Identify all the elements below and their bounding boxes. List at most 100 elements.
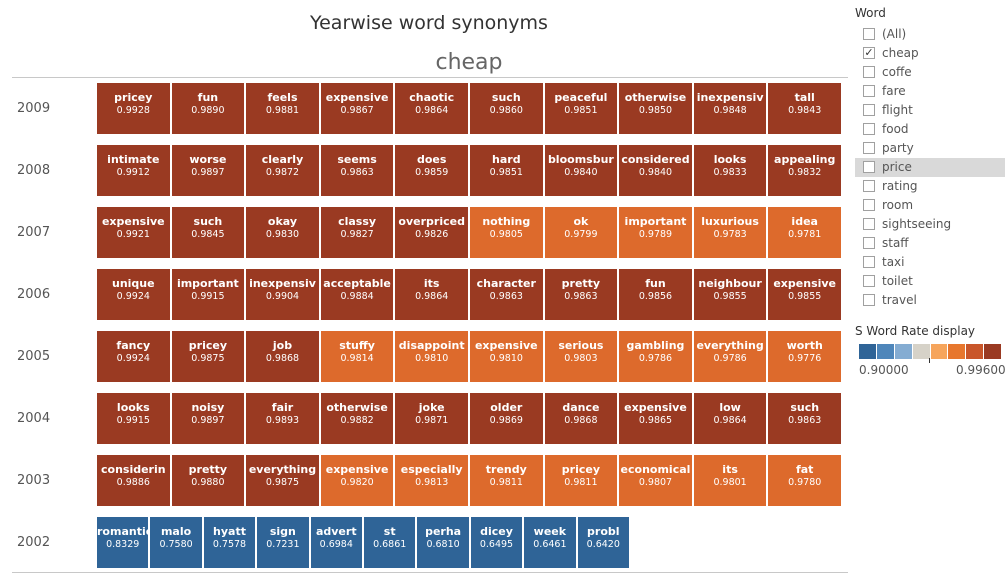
filter-option[interactable]: price — [855, 158, 1005, 177]
filter-option[interactable]: ✓ cheap — [855, 44, 1005, 63]
heatmap-cell[interactable]: peaceful 0.9851 — [543, 82, 619, 135]
heatmap-cell[interactable]: luxurious 0.9783 — [692, 206, 768, 259]
heatmap-cell[interactable]: everything 0.9786 — [692, 330, 768, 383]
checkbox-icon[interactable] — [863, 142, 875, 154]
heatmap-cell[interactable]: gambling 0.9786 — [618, 330, 693, 383]
heatmap-cell[interactable]: probl 0.6420 — [576, 516, 630, 569]
heatmap-cell[interactable]: week 0.6461 — [523, 516, 577, 569]
checkbox-icon[interactable] — [863, 85, 875, 97]
heatmap-cell[interactable]: expensive 0.9921 — [96, 206, 171, 259]
heatmap-cell[interactable]: tall 0.9843 — [767, 82, 842, 135]
heatmap-cell[interactable]: everything 0.9875 — [245, 454, 320, 507]
heatmap-cell[interactable]: such 0.9845 — [170, 206, 246, 259]
heatmap-cell[interactable]: pricey 0.9811 — [543, 454, 619, 507]
heatmap-cell[interactable]: otherwise 0.9850 — [618, 82, 693, 135]
checkbox-icon[interactable] — [863, 28, 875, 40]
filter-option[interactable]: fare — [855, 82, 1005, 101]
filter-option[interactable]: sightseeing — [855, 215, 1005, 234]
heatmap-cell[interactable]: low 0.9864 — [692, 392, 768, 445]
filter-option[interactable]: taxi — [855, 253, 1005, 272]
filter-option[interactable]: (All) — [855, 25, 1005, 44]
heatmap-cell[interactable]: older 0.9869 — [469, 392, 544, 445]
heatmap-cell[interactable]: advert 0.6984 — [309, 516, 363, 569]
checkbox-icon[interactable] — [863, 256, 875, 268]
heatmap-cell[interactable]: worse 0.9897 — [170, 144, 246, 197]
heatmap-cell[interactable]: neighbour 0.9855 — [692, 268, 768, 321]
checkbox-icon[interactable] — [863, 161, 875, 173]
heatmap-cell[interactable]: expensive 0.9867 — [319, 82, 395, 135]
heatmap-cell[interactable]: feels 0.9881 — [245, 82, 320, 135]
heatmap-cell[interactable]: st 0.6861 — [363, 516, 417, 569]
heatmap-cell[interactable]: such 0.9860 — [469, 82, 544, 135]
checkbox-icon[interactable] — [863, 180, 875, 192]
heatmap-cell[interactable]: fun 0.9856 — [618, 268, 693, 321]
heatmap-cell[interactable]: especially 0.9813 — [394, 454, 469, 507]
checkbox-icon[interactable] — [863, 66, 875, 78]
heatmap-cell[interactable]: expensive 0.9820 — [319, 454, 395, 507]
heatmap-cell[interactable]: trendy 0.9811 — [469, 454, 544, 507]
heatmap-cell[interactable]: does 0.9859 — [394, 144, 469, 197]
heatmap-cell[interactable]: inexpensiv 0.9848 — [692, 82, 768, 135]
filter-option[interactable]: flight — [855, 101, 1005, 120]
heatmap-cell[interactable]: acceptable 0.9884 — [319, 268, 395, 321]
heatmap-cell[interactable]: economical 0.9807 — [618, 454, 693, 507]
filter-option[interactable]: travel — [855, 291, 1005, 310]
heatmap-cell[interactable]: ok 0.9799 — [543, 206, 619, 259]
heatmap-cell[interactable]: hard 0.9851 — [469, 144, 544, 197]
heatmap-cell[interactable]: pricey 0.9875 — [170, 330, 246, 383]
heatmap-cell[interactable]: pricey 0.9928 — [96, 82, 171, 135]
heatmap-cell[interactable]: chaotic 0.9864 — [394, 82, 469, 135]
heatmap-cell[interactable]: its 0.9864 — [394, 268, 469, 321]
heatmap-cell[interactable]: considered 0.9840 — [618, 144, 693, 197]
heatmap-cell[interactable]: pretty 0.9863 — [543, 268, 619, 321]
heatmap-cell[interactable]: perha 0.6810 — [416, 516, 470, 569]
heatmap-cell[interactable]: inexpensiv 0.9904 — [245, 268, 320, 321]
heatmap-cell[interactable]: pretty 0.9880 — [170, 454, 246, 507]
heatmap-cell[interactable]: looks 0.9833 — [692, 144, 768, 197]
heatmap-cell[interactable]: its 0.9801 — [692, 454, 768, 507]
heatmap-cell[interactable]: looks 0.9915 — [96, 392, 171, 445]
heatmap-cell[interactable]: dance 0.9868 — [543, 392, 619, 445]
heatmap-cell[interactable]: sign 0.7231 — [256, 516, 310, 569]
heatmap-cell[interactable]: idea 0.9781 — [767, 206, 842, 259]
checkbox-checked-icon[interactable]: ✓ — [863, 46, 875, 59]
checkbox-icon[interactable] — [863, 275, 875, 287]
heatmap-cell[interactable]: appealing 0.9832 — [767, 144, 842, 197]
filter-option[interactable]: party — [855, 139, 1005, 158]
filter-option[interactable]: food — [855, 120, 1005, 139]
heatmap-cell[interactable]: overpriced 0.9826 — [394, 206, 469, 259]
heatmap-cell[interactable]: seems 0.9863 — [319, 144, 395, 197]
heatmap-cell[interactable]: disappoint 0.9810 — [394, 330, 469, 383]
heatmap-cell[interactable]: important 0.9915 — [170, 268, 246, 321]
heatmap-cell[interactable]: character 0.9863 — [469, 268, 544, 321]
checkbox-icon[interactable] — [863, 123, 875, 135]
heatmap-cell[interactable]: clearly 0.9872 — [245, 144, 320, 197]
heatmap-cell[interactable]: important 0.9789 — [618, 206, 693, 259]
heatmap-cell[interactable]: bloomsbur 0.9840 — [543, 144, 619, 197]
heatmap-cell[interactable]: serious 0.9803 — [543, 330, 619, 383]
heatmap-cell[interactable]: stuffy 0.9814 — [319, 330, 395, 383]
heatmap-cell[interactable]: expensive 0.9810 — [469, 330, 544, 383]
checkbox-icon[interactable] — [863, 294, 875, 306]
heatmap-cell[interactable]: otherwise 0.9882 — [319, 392, 395, 445]
filter-option[interactable]: coffe — [855, 63, 1005, 82]
heatmap-cell[interactable]: hyatt 0.7578 — [202, 516, 257, 569]
heatmap-cell[interactable]: worth 0.9776 — [767, 330, 842, 383]
heatmap-cell[interactable]: fancy 0.9924 — [96, 330, 171, 383]
heatmap-cell[interactable]: unique 0.9924 — [96, 268, 171, 321]
filter-option[interactable]: room — [855, 196, 1005, 215]
heatmap-cell[interactable]: fair 0.9893 — [245, 392, 320, 445]
heatmap-cell[interactable]: classy 0.9827 — [319, 206, 395, 259]
heatmap-cell[interactable]: expensive 0.9855 — [767, 268, 842, 321]
filter-option[interactable]: staff — [855, 234, 1005, 253]
heatmap-cell[interactable]: fun 0.9890 — [170, 82, 246, 135]
heatmap-cell[interactable]: intimate 0.9912 — [96, 144, 171, 197]
filter-option[interactable]: rating — [855, 177, 1005, 196]
checkbox-icon[interactable] — [863, 218, 875, 230]
heatmap-cell[interactable]: dicey 0.6495 — [469, 516, 524, 569]
filter-option[interactable]: toilet — [855, 272, 1005, 291]
heatmap-cell[interactable]: expensive 0.9865 — [618, 392, 693, 445]
heatmap-cell[interactable]: nothing 0.9805 — [469, 206, 544, 259]
heatmap-cell[interactable]: such 0.9863 — [767, 392, 842, 445]
checkbox-icon[interactable] — [863, 104, 875, 116]
